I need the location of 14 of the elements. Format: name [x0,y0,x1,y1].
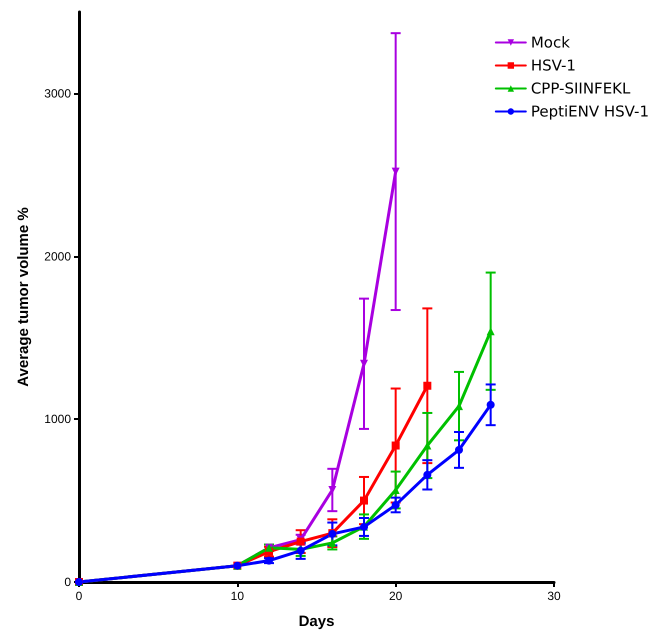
x-tick-label: 10 [230,589,244,603]
legend-label: CPP-SIINFEKL [530,80,632,98]
y-axis-title: Average tumor volume % [15,207,32,387]
legend-label: PeptiENV HSV-1 [530,102,650,120]
x-tick-label: 20 [388,589,403,603]
y-tick-label: 0 [64,575,72,589]
y-tick-label: 1000 [44,412,72,426]
x-tick-label: 0 [76,589,83,603]
y-tick-label: 3000 [44,86,72,100]
legend-label: Mock [530,34,570,52]
y-tick-label: 2000 [44,249,72,264]
x-axis-title: Days [298,613,334,630]
legend-label: HSV-1 [530,56,576,74]
x-tick-label: 30 [547,589,561,603]
